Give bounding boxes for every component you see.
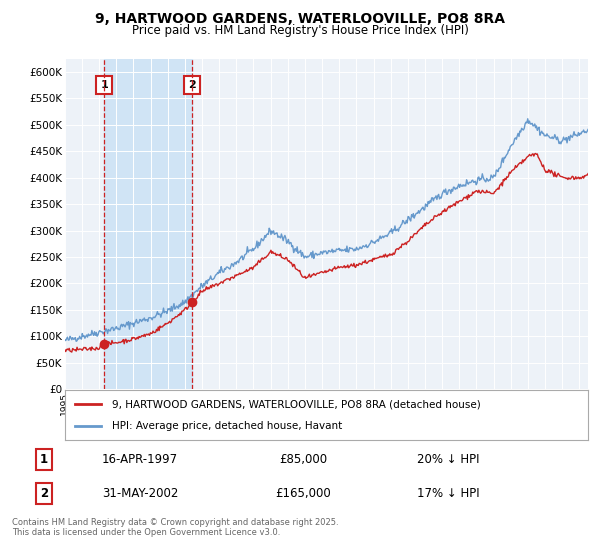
Text: 17% ↓ HPI: 17% ↓ HPI [417,487,480,500]
Text: HPI: Average price, detached house, Havant: HPI: Average price, detached house, Hava… [112,421,342,431]
Bar [104,59,192,389]
Text: 1: 1 [40,453,48,466]
Text: 2: 2 [188,80,196,90]
Text: 20% ↓ HPI: 20% ↓ HPI [417,453,480,466]
Text: 9, HARTWOOD GARDENS, WATERLOOVILLE, PO8 8RA (detached house): 9, HARTWOOD GARDENS, WATERLOOVILLE, PO8 … [112,399,481,409]
Text: £165,000: £165,000 [275,487,331,500]
Text: 16-APR-1997: 16-APR-1997 [102,453,178,466]
Text: 31-MAY-2002: 31-MAY-2002 [102,487,178,500]
Text: Contains HM Land Registry data © Crown copyright and database right 2025.
This d: Contains HM Land Registry data © Crown c… [12,518,338,538]
Text: 9, HARTWOOD GARDENS, WATERLOOVILLE, PO8 8RA: 9, HARTWOOD GARDENS, WATERLOOVILLE, PO8 … [95,12,505,26]
Text: Price paid vs. HM Land Registry's House Price Index (HPI): Price paid vs. HM Land Registry's House … [131,24,469,36]
Text: 1: 1 [100,80,108,90]
Text: 2: 2 [40,487,48,500]
Text: £85,000: £85,000 [279,453,327,466]
